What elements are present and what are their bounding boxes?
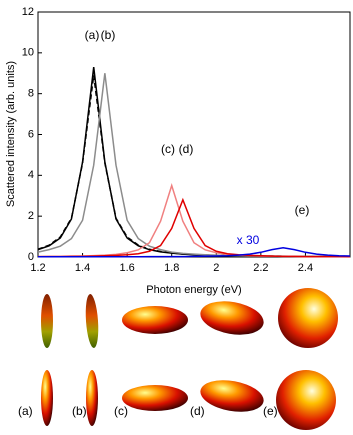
series-line xyxy=(37,183,351,258)
x-tick-label: 2.4 xyxy=(298,262,313,274)
x-tick-label: 1.8 xyxy=(164,262,179,274)
shape-label: (d) xyxy=(190,404,205,418)
shape-b-top xyxy=(85,294,99,348)
annotation: (a) xyxy=(85,28,100,42)
shape-d-bottom xyxy=(200,380,264,412)
shape-c-top xyxy=(122,306,188,334)
y-tick-label: 12 xyxy=(22,6,34,18)
annotation: (d) xyxy=(179,142,194,156)
plot-frame xyxy=(37,11,351,258)
y-tick-label: 8 xyxy=(28,88,34,100)
shape-label: (c) xyxy=(114,404,128,418)
x-tick-label: 2 xyxy=(213,262,219,274)
y-tick-label: 10 xyxy=(22,47,34,59)
y-tick-label: 2 xyxy=(28,210,34,222)
shape-label: (b) xyxy=(72,404,87,418)
shape-e-bottom xyxy=(276,370,336,430)
series-line xyxy=(37,75,350,258)
y-tick-label: 0 xyxy=(28,251,34,263)
shape-c-bottom xyxy=(122,385,188,411)
annotation: (e) xyxy=(295,203,310,217)
series-line xyxy=(38,247,351,258)
shape-b-bottom xyxy=(86,370,98,426)
y-axis-label: Scattered intensity (arb. units) xyxy=(5,61,17,207)
shape-d-top xyxy=(200,301,264,335)
y-tick-label: 4 xyxy=(28,169,34,181)
y-tick-label: 6 xyxy=(28,128,34,140)
shape-a-bottom xyxy=(41,370,53,426)
annotation: x 30 xyxy=(237,233,260,247)
x-tick-label: 2.2 xyxy=(253,262,268,274)
shape-a-top xyxy=(41,294,53,348)
x-tick-label: 1.2 xyxy=(30,262,45,274)
shape-e-top xyxy=(278,288,338,348)
annotation: (c) xyxy=(161,142,175,156)
x-axis-label: Photon energy (eV) xyxy=(146,284,241,296)
annotation: (b) xyxy=(101,28,116,42)
shape-label: (a) xyxy=(18,404,33,418)
shape-label: (e) xyxy=(263,404,278,418)
x-tick-label: 1.4 xyxy=(75,262,90,274)
x-tick-label: 1.6 xyxy=(119,262,134,274)
shapes xyxy=(41,288,338,430)
